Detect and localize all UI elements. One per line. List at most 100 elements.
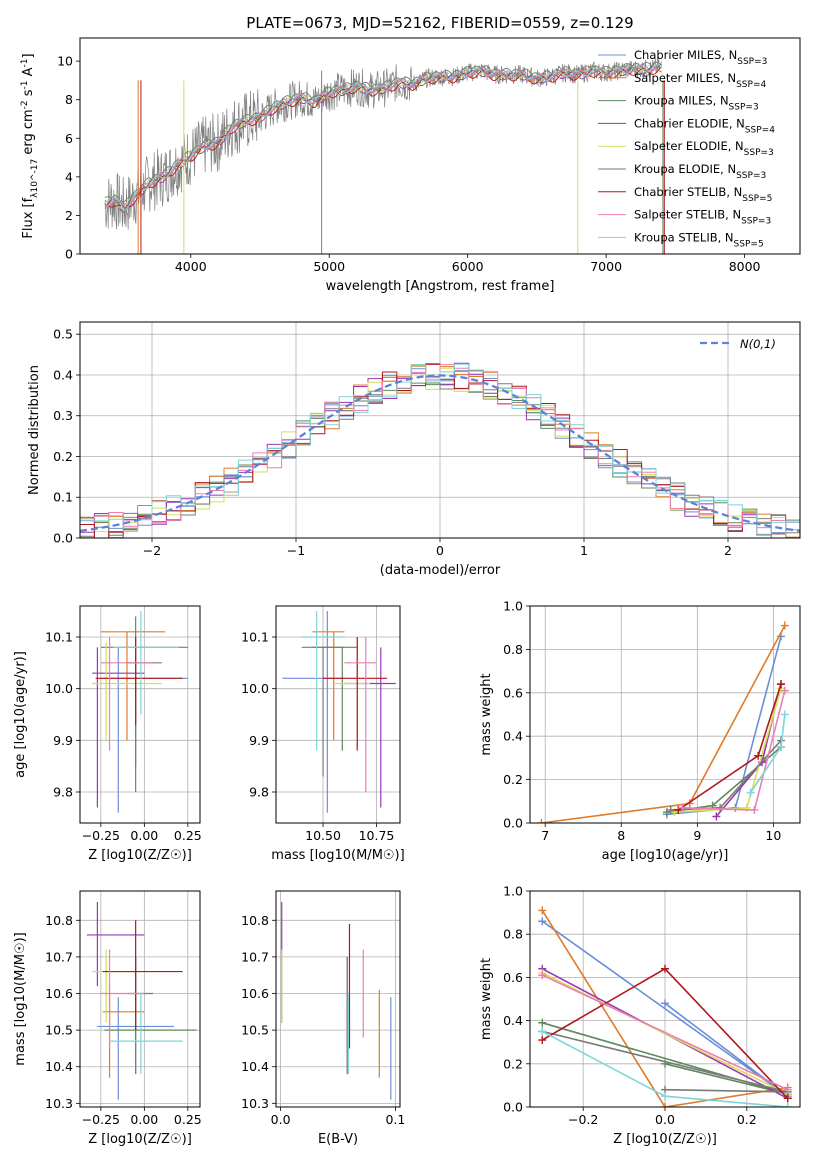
y-tick-label: 9.9: [249, 733, 269, 748]
weight-marker-6: [754, 751, 763, 760]
x-tick-label: 2: [724, 543, 732, 558]
weight-marker-0: [661, 999, 669, 1008]
x-tick-label: 0: [436, 543, 444, 558]
y-tick-label: 10.7: [241, 949, 269, 964]
weight-marker-0: [538, 917, 547, 926]
x-tick-label: 0.0: [271, 1112, 291, 1127]
weight-marker-8: [661, 1092, 669, 1101]
legend-entry: Chabrier ELODIE, NSSP=4: [634, 116, 775, 135]
axes-frame: [529, 890, 801, 1108]
model-line-5: [104, 62, 662, 204]
weight-marker-6: [776, 680, 785, 689]
weight-line-4: [541, 972, 789, 1095]
y-tick-label: 10.5: [45, 1023, 73, 1038]
y-tick-label: 10.8: [241, 913, 269, 928]
weight-marker-1: [661, 1103, 669, 1107]
legend-entry: N(0,1): [740, 337, 776, 351]
axes-frame: [79, 890, 201, 1108]
errorbars: [282, 611, 396, 813]
weight-marker-6: [661, 964, 669, 973]
y-tick-label: 10.8: [45, 913, 73, 928]
x-tick-label: 0.1: [385, 1112, 405, 1127]
x-tick-label: 10.75: [359, 828, 395, 843]
model-line-2: [104, 61, 662, 210]
y-tick-label: 10.1: [45, 630, 73, 645]
x-tick-label: 0.00: [130, 1112, 158, 1127]
weight-marker-6: [783, 1094, 792, 1103]
legend-entry: Chabrier STELIB, NSSP=5: [634, 185, 772, 204]
weight-marker-1: [538, 906, 547, 915]
y-tick-label: 0.6: [503, 970, 523, 985]
y-axis-label: Normed distribution: [27, 365, 42, 495]
y-tick-label: 4: [65, 169, 73, 184]
axes-frame: [79, 605, 201, 824]
weight-vs-Z-panel: −0.2 0.0 0.2 0.0 0.2 0.4 0.6 0.8 1.0 Z [log10(Z/Z…: [479, 884, 801, 1147]
y-tick-label: 10.6: [241, 986, 269, 1001]
y-tick-label: 10.3: [45, 1096, 73, 1111]
mass-vs-ebv-panel: 0.0 0.1 10.3 10.4 10.5 10.6 10.7 10.8 E(B-V): [241, 890, 405, 1147]
y-tick-label: 10: [57, 54, 73, 69]
model-line-3: [104, 66, 662, 214]
x-tick-label: −1: [287, 543, 305, 558]
weight-marker-7: [750, 805, 759, 814]
errorbars: [86, 901, 197, 1100]
weight-marker-6: [538, 1036, 547, 1045]
x-axis-label: age [log10(age/yr)]: [602, 848, 729, 863]
y-axis-label: age [log10(age/yr)]: [13, 651, 28, 778]
legend-entry: Salpeter ELODIE, NSSP=3: [634, 139, 774, 158]
y-tick-label: 10.1: [241, 630, 269, 645]
y-tick-label: 10.3: [241, 1096, 269, 1111]
y-tick-label: 2: [65, 208, 73, 223]
weight-marker-1: [537, 819, 546, 823]
x-tick-label: 7000: [590, 259, 622, 274]
legend-entry: Kroupa STELIB, NSSP=5: [634, 230, 764, 249]
x-tick-label: 8000: [729, 259, 761, 274]
y-tick-label: 1.0: [503, 599, 523, 614]
y-tick-label: 1.0: [503, 884, 523, 899]
x-axis-label: Z [log10(Z/Z☉)]: [88, 848, 192, 863]
y-tick-label: 0.4: [53, 367, 73, 382]
axes-frame: [529, 605, 801, 824]
y-axis-label: mass weight: [479, 958, 494, 1040]
x-tick-label: −2: [143, 543, 161, 558]
weight-line-1: [541, 909, 788, 1107]
weight-marker-2: [538, 1018, 547, 1027]
residuals-panel: −2 −1 0 1 2 0.0 0.1 0.2 0.3 0.4 0.5 (data-model)/er…: [27, 321, 801, 578]
y-tick-label: 0.0: [53, 531, 73, 546]
weight-marker-5: [716, 803, 725, 812]
y-tick-label: 10.4: [241, 1059, 269, 1074]
x-axis-label: wavelength [Angstrom, rest frame]: [326, 279, 555, 294]
y-tick-label: 10.0: [45, 681, 73, 696]
legend-entry: Salpeter STELIB, NSSP=3: [634, 208, 771, 227]
y-tick-label: 0: [65, 247, 73, 262]
age-vs-Z-panel: −0.25 0.00 0.25 9.8 9.9 10.0 10.1 Z [log10(Z/Z☉…: [13, 605, 202, 863]
x-tick-label: 0.25: [174, 1112, 202, 1127]
x-tick-label: −0.25: [82, 1112, 120, 1127]
y-tick-label: 0.2: [53, 449, 73, 464]
x-tick-label: 4000: [175, 259, 207, 274]
histogram-steps: [80, 362, 800, 538]
weight-marker-7: [678, 803, 687, 812]
weight-marker-8: [538, 1027, 547, 1036]
x-tick-label: 0.2: [737, 1112, 757, 1127]
y-tick-label: 10.7: [45, 949, 73, 964]
y-tick-label: 10.4: [45, 1059, 73, 1074]
y-tick-label: 0.6: [503, 685, 523, 700]
spectrum-title: PLATE=0673, MJD=52162, FIBERID=0559, z=0…: [246, 14, 633, 32]
y-tick-label: 0.0: [503, 816, 523, 831]
x-tick-label: 1: [580, 543, 588, 558]
y-tick-label: 0.5: [53, 327, 73, 342]
errorbars: [92, 611, 188, 813]
weight-lines: [538, 906, 792, 1107]
y-tick-label: 10.0: [241, 681, 269, 696]
x-tick-label: 9: [693, 828, 701, 843]
weight-marker-3: [712, 812, 721, 821]
weight-lines: [537, 621, 789, 823]
weight-line-7: [541, 974, 789, 1091]
axes-frame: [79, 321, 801, 539]
x-tick-label: 0.0: [655, 1112, 675, 1127]
x-axis-label: Z [log10(Z/Z☉)]: [88, 1132, 192, 1147]
weight-marker-8: [746, 788, 755, 797]
weight-marker-8: [776, 743, 785, 752]
legend-entry: Salpeter MILES, NSSP=4: [634, 71, 766, 90]
